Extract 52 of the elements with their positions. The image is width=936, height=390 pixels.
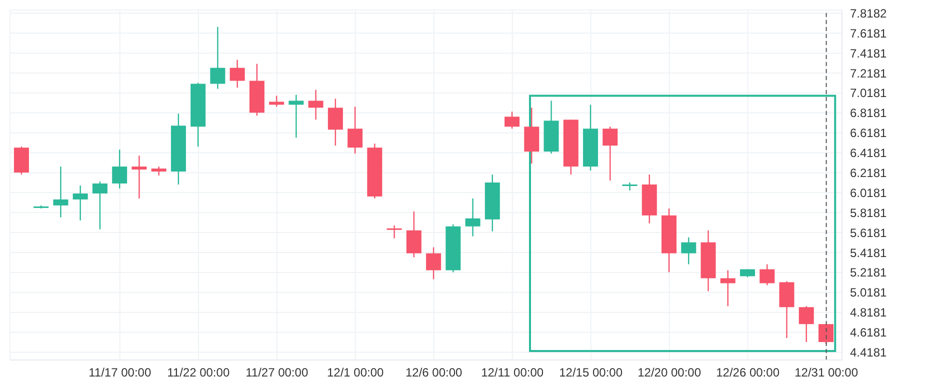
x-tick-label: 12/26 00:00 [716, 366, 780, 380]
y-tick-label: 5.4181 [850, 246, 888, 260]
candlestick [92, 180, 108, 230]
y-tick-label: 4.8181 [850, 306, 888, 320]
candlestick [53, 166, 68, 218]
candlestick [406, 210, 422, 258]
candlestick [328, 98, 343, 146]
y-tick-label: 6.0181 [850, 186, 888, 200]
y-tick-label: 4.4181 [850, 345, 888, 360]
candlestick [465, 198, 480, 237]
candlestick [720, 270, 736, 307]
x-tick-label: 11/22 00:00 [167, 366, 230, 380]
candlestick [230, 59, 245, 88]
candlestick [112, 149, 128, 190]
y-tick-label: 7.0181 [850, 86, 888, 100]
x-tick-label: 11/27 00:00 [246, 366, 308, 380]
y-tick-label: 6.6181 [850, 126, 888, 140]
x-tick-label: 12/6 00:00 [405, 366, 463, 380]
y-tick-label: 7.4181 [850, 46, 888, 60]
candlestick [622, 182, 638, 192]
x-tick-label: 11/17 00:00 [88, 366, 152, 380]
candlestick [308, 89, 324, 120]
candlestick [210, 26, 226, 90]
x-tick-label: 12/20 00:00 [638, 366, 702, 380]
x-tick-label: 12/1 00:00 [327, 366, 384, 380]
y-tick-label: 4.6181 [850, 326, 888, 340]
x-tick-label: 12/11 00:00 [481, 366, 544, 380]
candlestick [504, 111, 520, 130]
candlestick [288, 94, 304, 138]
y-tick-label: 5.2181 [850, 266, 888, 280]
candlestick [348, 106, 363, 154]
candlestick [426, 246, 442, 280]
y-tick-label: 5.6181 [850, 226, 888, 240]
y-tick-label: 6.8181 [850, 106, 888, 120]
x-tick-label: 12/15 00:00 [559, 366, 623, 380]
x-tick-label: 12/31 00:00 [794, 366, 858, 380]
candlestick [132, 154, 147, 200]
candlestick [72, 184, 88, 221]
candlestick [386, 224, 402, 239]
candlestick [798, 306, 814, 343]
y-tick-label: 7.2181 [850, 66, 888, 80]
candlestick [602, 126, 618, 182]
candlestick [818, 324, 834, 345]
y-tick-label: 7.6181 [850, 26, 888, 40]
y-tick-label: 5.0181 [850, 286, 888, 300]
y-tick-label: 6.4181 [850, 146, 888, 160]
y-tick-label: 6.2181 [850, 166, 888, 180]
y-tick-label: 5.8181 [850, 206, 888, 220]
y-tick-label: 7.8182 [850, 6, 888, 20]
candlestick [269, 95, 284, 108]
candlestick [760, 264, 775, 286]
candlestick [681, 236, 696, 265]
